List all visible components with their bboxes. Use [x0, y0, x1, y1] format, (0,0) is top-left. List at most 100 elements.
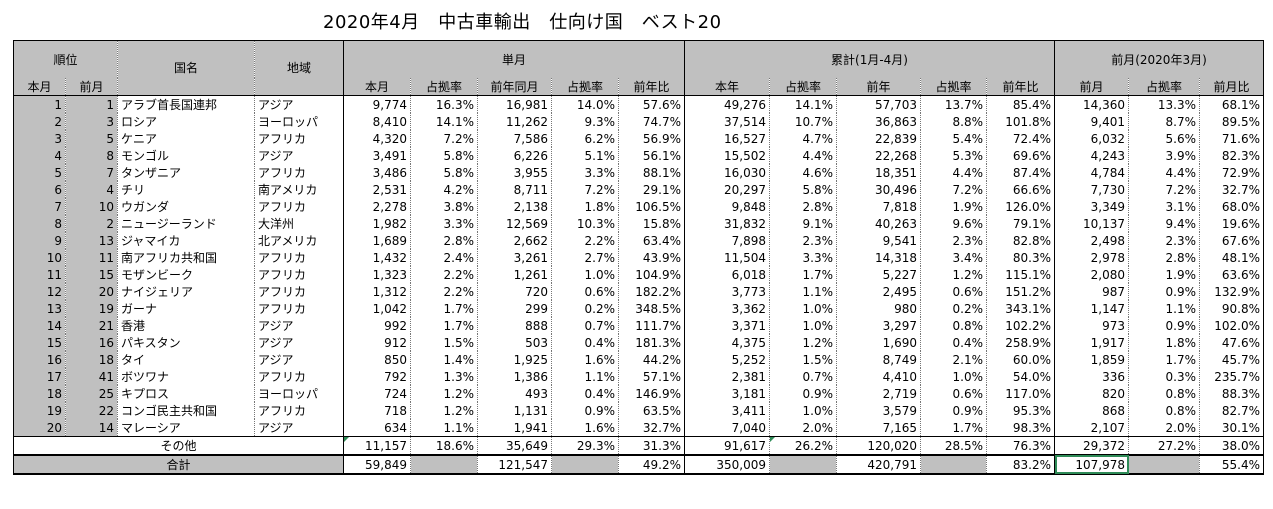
- monthly-share-prev: 1.6%: [551, 351, 619, 368]
- cum-this-year: 16,030: [684, 164, 770, 181]
- rank-last-month: 4: [65, 181, 118, 198]
- other-cell: 28.5%: [920, 436, 987, 455]
- region-name: アジア: [254, 334, 344, 351]
- monthly-yoy: 88.1%: [618, 164, 685, 181]
- cum-share: 2.3%: [769, 232, 837, 249]
- monthly-prev-year: 299: [477, 300, 552, 317]
- country-name: ニュージーランド: [117, 215, 255, 232]
- monthly-share-prev: 0.9%: [551, 402, 619, 419]
- prevm-value: 9,401: [1054, 113, 1129, 130]
- cum-share-prev: 8.8%: [920, 113, 987, 130]
- cum-this-year: 31,832: [684, 215, 770, 232]
- cum-this-year: 3,362: [684, 300, 770, 317]
- header-this-month: 本月: [13, 78, 66, 96]
- monthly-yoy: 63.4%: [618, 232, 685, 249]
- cum-yoy: 102.2%: [986, 317, 1055, 334]
- other-cell: 18.6%: [410, 436, 478, 455]
- monthly-share-prev: 0.2%: [551, 300, 619, 317]
- monthly-prev-year: 2,138: [477, 198, 552, 215]
- region-name: アジア: [254, 95, 344, 113]
- monthly-share-prev: 0.4%: [551, 334, 619, 351]
- rank-last-month: 11: [65, 249, 118, 266]
- cum-prev-year: 22,839: [836, 130, 921, 147]
- total-cell: [410, 454, 478, 475]
- monthly-prev-year: 1,386: [477, 368, 552, 385]
- country-name: タンザニア: [117, 164, 255, 181]
- monthly-share: 16.3%: [410, 95, 478, 113]
- table-row: 7 10 ウガンダ アフリカ 2,278 3.8% 2,138 1.8% 106.5% 9,848…: [13, 198, 1264, 215]
- prevm-value: 868: [1054, 402, 1129, 419]
- cum-yoy: 85.4%: [986, 95, 1055, 113]
- total-cell: [551, 454, 619, 475]
- rank-this-month: 14: [13, 317, 66, 334]
- table-body: 1 1 アラブ首長国連邦 アジア 9,774 16.3% 16,981 14.0% 57.6% 4…: [13, 95, 1264, 437]
- cum-prev-year: 40,263: [836, 215, 921, 232]
- prevm-value: 336: [1054, 368, 1129, 385]
- monthly-share: 2.4%: [410, 249, 478, 266]
- monthly-this: 3,491: [343, 147, 411, 164]
- monthly-prev-year: 1,941: [477, 419, 552, 437]
- selected-cell[interactable]: 107,978: [1054, 454, 1129, 475]
- monthly-share: 2.2%: [410, 266, 478, 283]
- region-name: アフリカ: [254, 198, 344, 215]
- cum-share: 2.0%: [769, 419, 837, 437]
- cum-share-prev: 13.7%: [920, 95, 987, 113]
- region-name: 北アメリカ: [254, 232, 344, 249]
- cum-yoy: 117.0%: [986, 385, 1055, 402]
- cum-share: 4.6%: [769, 164, 837, 181]
- cum-yoy: 80.3%: [986, 249, 1055, 266]
- header-c-prev-year: 前年: [836, 78, 921, 96]
- rank-last-month: 20: [65, 283, 118, 300]
- cum-prev-year: 36,863: [836, 113, 921, 130]
- monthly-yoy: 106.5%: [618, 198, 685, 215]
- monthly-prev-year: 11,262: [477, 113, 552, 130]
- cum-share: 3.3%: [769, 249, 837, 266]
- country-name: ジャマイカ: [117, 232, 255, 249]
- header-rank: 順位: [13, 40, 118, 78]
- monthly-share: 14.1%: [410, 113, 478, 130]
- other-cell: 27.2%: [1128, 436, 1200, 455]
- rank-this-month: 16: [13, 351, 66, 368]
- cum-this-year: 2,381: [684, 368, 770, 385]
- region-name: ヨーロッパ: [254, 385, 344, 402]
- rank-this-month: 18: [13, 385, 66, 402]
- rank-last-month: 25: [65, 385, 118, 402]
- cum-share-prev: 0.9%: [920, 402, 987, 419]
- prevm-mom: 68.0%: [1199, 198, 1264, 215]
- monthly-share: 1.5%: [410, 334, 478, 351]
- cum-prev-year: 5,227: [836, 266, 921, 283]
- page-title: 2020年4月 中古車輸出 仕向け国 ベスト20: [323, 12, 722, 33]
- other-cell: 31.3%: [618, 436, 685, 455]
- monthly-this: 2,531: [343, 181, 411, 198]
- monthly-yoy: 182.2%: [618, 283, 685, 300]
- region-name: アフリカ: [254, 266, 344, 283]
- cum-yoy: 69.6%: [986, 147, 1055, 164]
- cum-prev-year: 18,351: [836, 164, 921, 181]
- monthly-yoy: 181.3%: [618, 334, 685, 351]
- region-name: アジア: [254, 317, 344, 334]
- cum-prev-year: 1,690: [836, 334, 921, 351]
- prevm-mom: 90.8%: [1199, 300, 1264, 317]
- ranking-table: 順位 国名 地域 単月 累計(1月-4月) 前月(2020年3月) 本月 前月 …: [13, 40, 1264, 475]
- prevm-value: 2,498: [1054, 232, 1129, 249]
- cum-this-year: 3,411: [684, 402, 770, 419]
- prevm-share: 0.3%: [1128, 368, 1200, 385]
- rank-this-month: 7: [13, 198, 66, 215]
- prevm-share: 1.1%: [1128, 300, 1200, 317]
- table-row: 18 25 キプロス ヨーロッパ 724 1.2% 493 0.4% 146.9% 3,181 0.…: [13, 385, 1264, 402]
- cum-prev-year: 30,496: [836, 181, 921, 198]
- monthly-share: 5.8%: [410, 147, 478, 164]
- monthly-share: 1.2%: [410, 385, 478, 402]
- cum-this-year: 5,252: [684, 351, 770, 368]
- table-row: 13 19 ガーナ アフリカ 1,042 1.7% 299 0.2% 348.5% 3,362 1.…: [13, 300, 1264, 317]
- country-name: 南アフリカ共和国: [117, 249, 255, 266]
- header-monthly: 単月: [343, 40, 685, 78]
- region-name: アフリカ: [254, 283, 344, 300]
- rank-this-month: 15: [13, 334, 66, 351]
- other-cell: 35,649: [477, 436, 552, 455]
- other-cell: 29.3%: [551, 436, 619, 455]
- header-c-yoy: 前年比: [986, 78, 1055, 96]
- cum-share-prev: 0.4%: [920, 334, 987, 351]
- prevm-mom: 89.5%: [1199, 113, 1264, 130]
- prevm-mom: 82.3%: [1199, 147, 1264, 164]
